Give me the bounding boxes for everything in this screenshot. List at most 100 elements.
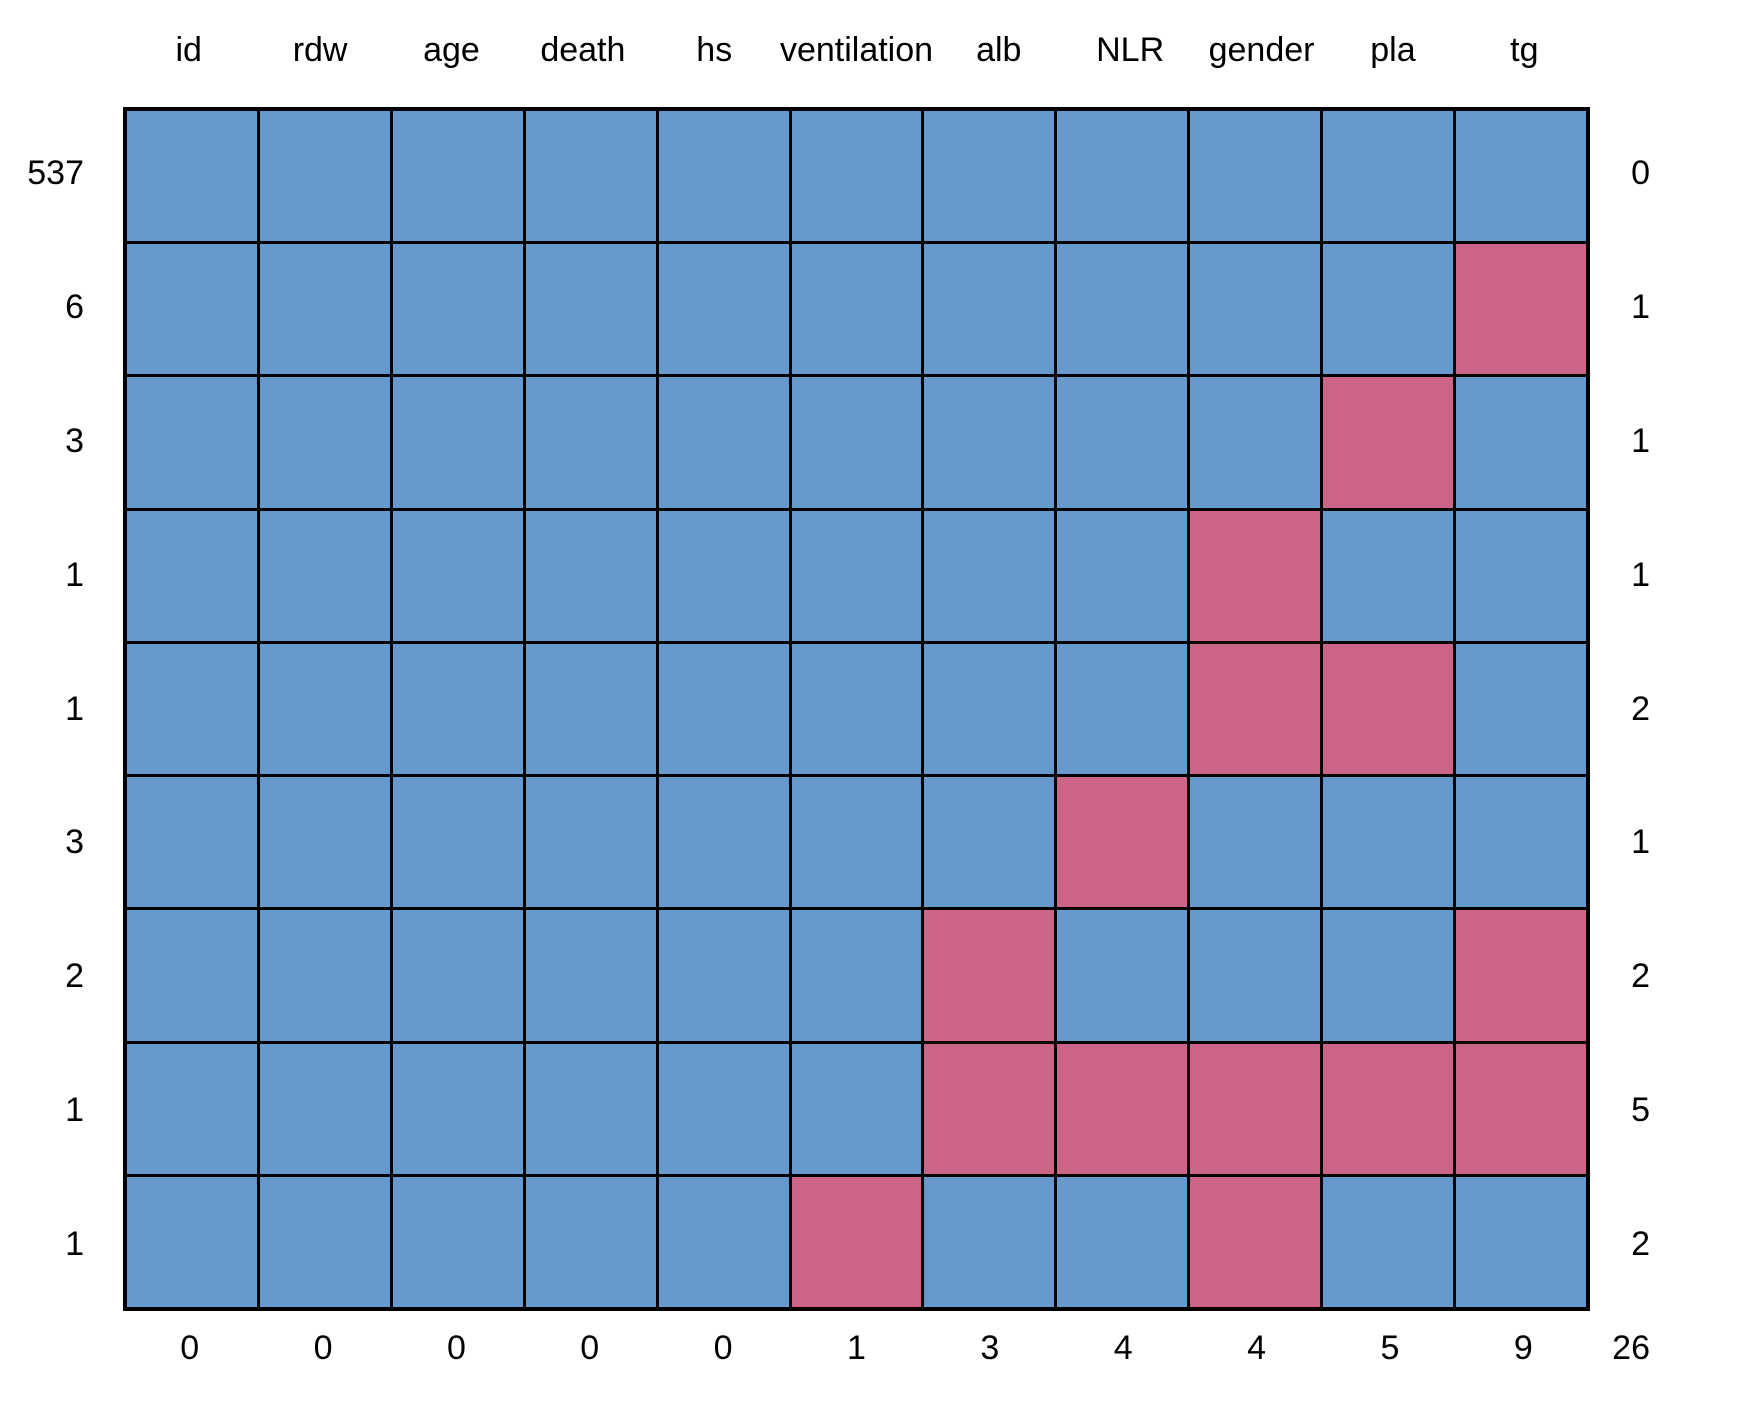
pattern-cell-NLR-missing <box>1057 1043 1188 1174</box>
pattern-cell-gender-present <box>1190 111 1321 242</box>
row-missing-label: 1 <box>1631 288 1650 327</box>
pattern-cell-rdw-present <box>259 910 390 1041</box>
column-header-death: death <box>540 30 626 69</box>
pattern-cell-NLR-present <box>1057 377 1188 508</box>
pattern-cell-hs-present <box>658 643 789 775</box>
column-header-tg: tg <box>1510 30 1539 69</box>
pattern-cell-death-present <box>525 244 656 375</box>
row-missing-label: 5 <box>1631 1090 1650 1129</box>
row-missing-labels: 0 1 1 1 2 1 2 5 2 <box>1602 107 1650 1311</box>
row-count-label: 1 <box>65 1090 84 1129</box>
pattern-cell-tg-present <box>1456 111 1586 242</box>
pattern-cell-id-present <box>127 1176 257 1307</box>
column-missing-labels: 0 0 0 0 0 1 3 4 4 5 9 <box>123 1320 1590 1376</box>
pattern-cell-NLR-missing <box>1057 777 1188 908</box>
column-header-NLR: NLR <box>1096 30 1165 69</box>
pattern-cell-age-present <box>392 377 523 508</box>
column-missing-label: 0 <box>580 1328 600 1367</box>
pattern-cell-ventilation-present <box>791 111 922 242</box>
pattern-cell-tg-present <box>1456 1176 1586 1307</box>
row-missing-label: 2 <box>1631 1224 1650 1263</box>
row-count-labels: 537 6 3 1 1 3 2 1 1 <box>0 107 84 1311</box>
pattern-cell-pla-present <box>1323 510 1454 641</box>
row-missing-label: 2 <box>1631 957 1650 996</box>
pattern-cell-death-present <box>525 777 656 908</box>
pattern-cell-age-present <box>392 1043 523 1174</box>
column-header-age: age <box>423 30 480 69</box>
pattern-cell-pla-missing <box>1323 1043 1454 1174</box>
pattern-cell-tg-missing <box>1456 910 1586 1041</box>
column-missing-label: 3 <box>980 1328 1000 1367</box>
pattern-cell-rdw-present <box>259 510 390 641</box>
pattern-cell-hs-present <box>658 377 789 508</box>
pattern-cell-tg-missing <box>1456 244 1586 375</box>
pattern-cell-tg-present <box>1456 777 1586 908</box>
pattern-cell-tg-present <box>1456 643 1586 775</box>
pattern-cell-pla-present <box>1323 777 1454 908</box>
pattern-cell-death-present <box>525 1043 656 1174</box>
row-count-label: 2 <box>65 957 84 996</box>
column-missing-label: 0 <box>446 1328 466 1367</box>
column-header-rdw: rdw <box>292 30 348 69</box>
pattern-cell-alb-missing <box>924 1043 1055 1174</box>
pattern-cell-death-present <box>525 377 656 508</box>
column-headers: id rdw age death hs ventilation alb NLR gender pl… <box>123 20 1590 80</box>
column-missing-label: 0 <box>713 1328 733 1367</box>
pattern-cell-age-present <box>392 1176 523 1307</box>
pattern-cell-alb-present <box>924 377 1055 508</box>
pattern-cell-rdw-present <box>259 777 390 908</box>
row-count-label: 6 <box>65 288 84 327</box>
row-missing-label: 1 <box>1631 823 1650 862</box>
pattern-cell-NLR-present <box>1057 643 1188 775</box>
pattern-cell-tg-present <box>1456 510 1586 641</box>
pattern-cell-hs-present <box>658 510 789 641</box>
pattern-cell-id-present <box>127 377 257 508</box>
pattern-cell-ventilation-present <box>791 510 922 641</box>
pattern-cell-NLR-present <box>1057 510 1188 641</box>
pattern-cell-NLR-present <box>1057 1176 1188 1307</box>
row-count-label: 537 <box>27 154 84 193</box>
pattern-cell-id-present <box>127 111 257 242</box>
pattern-cell-age-present <box>392 910 523 1041</box>
row-missing-label: 1 <box>1631 555 1650 594</box>
column-header-gender: gender <box>1208 30 1315 69</box>
column-header-id: id <box>175 30 202 69</box>
column-missing-label: 0 <box>313 1328 333 1367</box>
pattern-cell-ventilation-present <box>791 910 922 1041</box>
pattern-cell-alb-present <box>924 643 1055 775</box>
pattern-cell-hs-present <box>658 1043 789 1174</box>
pattern-cell-rdw-present <box>259 377 390 508</box>
pattern-cell-age-present <box>392 244 523 375</box>
pattern-cell-age-present <box>392 111 523 242</box>
column-missing-label: 5 <box>1380 1328 1400 1367</box>
row-count-label: 1 <box>65 1224 84 1263</box>
row-count-label: 1 <box>65 689 84 728</box>
pattern-cell-alb-present <box>924 510 1055 641</box>
column-missing-label: 0 <box>180 1328 200 1367</box>
pattern-cell-gender-present <box>1190 244 1321 375</box>
row-missing-label: 0 <box>1631 154 1650 193</box>
pattern-cell-pla-present <box>1323 910 1454 1041</box>
pattern-cell-id-present <box>127 1043 257 1174</box>
column-header-ventilation: ventilation <box>779 30 934 69</box>
pattern-cell-tg-present <box>1456 377 1586 508</box>
pattern-cell-hs-present <box>658 910 789 1041</box>
pattern-cell-hs-present <box>658 1176 789 1307</box>
pattern-cell-ventilation-present <box>791 777 922 908</box>
pattern-cell-NLR-present <box>1057 910 1188 1041</box>
column-header-hs: hs <box>696 30 733 69</box>
pattern-cell-hs-present <box>658 111 789 242</box>
pattern-cell-pla-present <box>1323 1176 1454 1307</box>
pattern-cell-NLR-present <box>1057 111 1188 242</box>
row-count-label: 1 <box>65 555 84 594</box>
pattern-cell-id-present <box>127 777 257 908</box>
pattern-cell-death-present <box>525 1176 656 1307</box>
pattern-cell-gender-present <box>1190 377 1321 508</box>
pattern-cell-death-present <box>525 111 656 242</box>
pattern-cell-ventilation-present <box>791 643 922 775</box>
pattern-cell-hs-present <box>658 244 789 375</box>
pattern-cell-age-present <box>392 777 523 908</box>
pattern-cell-id-present <box>127 643 257 775</box>
pattern-cell-id-present <box>127 244 257 375</box>
column-missing-label: 4 <box>1247 1328 1267 1367</box>
